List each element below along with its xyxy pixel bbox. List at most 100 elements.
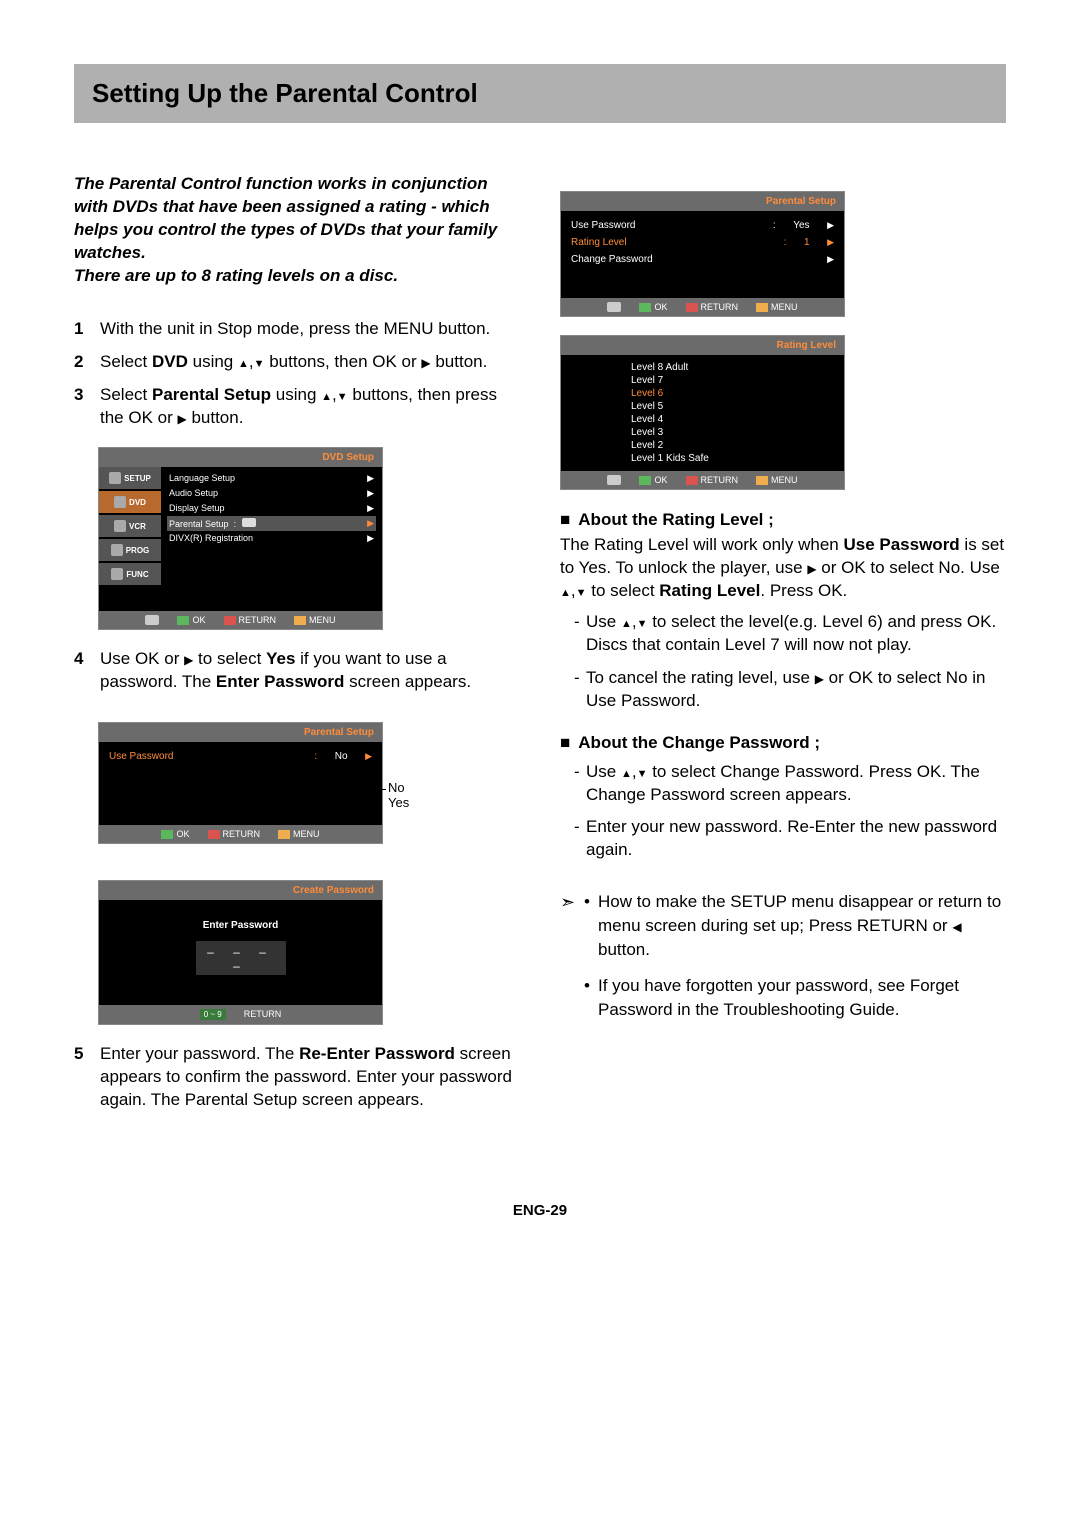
osd-ok-hint: OK — [639, 475, 667, 485]
osd-menu-hint: MENU — [294, 615, 336, 625]
osd-header: Parental Setup — [99, 723, 382, 742]
osd-tab-prog: PROG — [99, 539, 161, 561]
numeric-hint: 0 ~ 9 — [200, 1009, 226, 1020]
intro-line-2: There are up to 8 rating levels on a dis… — [74, 266, 398, 285]
osd-tab-dvd: DVD — [99, 491, 161, 513]
osd-return-hint: RETURN — [686, 475, 739, 485]
right-arrow-icon — [421, 352, 430, 371]
steps-list-continued: 4 Use OK or to select Yes if you want to… — [74, 648, 520, 694]
osd-side-tabs: SETUP DVD VCR PROG FUNC — [99, 467, 161, 611]
step-2: 2 Select DVD using , buttons, then OK or… — [74, 351, 520, 374]
osd-footer: 0 ~ 9 RETURN — [99, 1005, 382, 1024]
rating-level-row: Level 2 — [631, 439, 844, 452]
down-arrow-icon — [254, 352, 265, 371]
step-1: 1 With the unit in Stop mode, press the … — [74, 318, 520, 341]
step-number: 4 — [74, 648, 100, 694]
tip-row: •How to make the SETUP menu disappear or… — [584, 890, 1006, 961]
osd-menu-hint: MENU — [756, 475, 798, 485]
right-arrow-icon — [815, 668, 824, 687]
step-text: Select Parental Setup using , buttons, t… — [100, 384, 520, 430]
osd-menu-hint: MENU — [278, 829, 320, 839]
rating-level-paragraph: The Rating Level will work only when Use… — [560, 534, 1006, 603]
rating-level-row: Level 1 Kids Safe — [631, 452, 844, 465]
osd-tab-setup: SETUP — [99, 467, 161, 489]
remote-icon — [607, 475, 621, 485]
osd-footer: OK RETURN MENU — [561, 298, 844, 316]
tip-row: •If you have forgotten your password, se… — [584, 974, 1006, 1022]
remote-icon — [145, 615, 159, 625]
osd-header: Create Password — [99, 881, 382, 900]
step-number: 1 — [74, 318, 100, 341]
osd-menu-row: Display Setup▶ — [167, 501, 376, 516]
sub-bullet: -Enter your new password. Re-Enter the n… — [574, 816, 1006, 862]
rating-level-row: Level 5 — [631, 400, 844, 413]
step-text: Select DVD using , buttons, then OK or b… — [100, 351, 520, 374]
right-column: Parental Setup Use Password : Yes ▶ Rati… — [560, 173, 1006, 1122]
osd-menu-row: Audio Setup▶ — [167, 486, 376, 501]
osd-header: Rating Level — [561, 336, 844, 355]
osd-ok-hint: OK — [639, 302, 667, 312]
right-arrow-icon — [177, 408, 186, 427]
osd-return-hint: RETURN — [244, 1009, 282, 1020]
osd-ok-hint: OK — [161, 829, 189, 839]
rating-level-row: Level 7 — [631, 374, 844, 387]
up-arrow-icon — [621, 612, 632, 631]
intro-line-1: The Parental Control function works in c… — [74, 174, 497, 262]
osd-dvd-setup: DVD Setup SETUP DVD VCR PROG FUNC Langua… — [98, 447, 383, 630]
right-arrow-icon — [807, 558, 816, 577]
tip-arrow-icon — [560, 890, 584, 1033]
osd-row-selected: Rating Level : 1 ▶ — [571, 234, 834, 251]
step-5: 5 Enter your password. The Re-Enter Pass… — [74, 1043, 520, 1112]
up-arrow-icon — [621, 762, 632, 781]
up-arrow-icon — [321, 385, 332, 404]
page-title: Setting Up the Parental Control — [92, 78, 988, 109]
osd-return-hint: RETURN — [208, 829, 261, 839]
step-text: With the unit in Stop mode, press the ME… — [100, 318, 520, 341]
sub-bullet: -Use , to select the level(e.g. Level 6)… — [574, 611, 1006, 657]
rating-level-row: Level 3 — [631, 426, 844, 439]
osd-footer: OK RETURN MENU — [99, 611, 382, 629]
intro-paragraph: The Parental Control function works in c… — [74, 173, 520, 288]
step-number: 2 — [74, 351, 100, 374]
right-arrow-icon — [184, 649, 193, 668]
sub-bullet: -Use , to select Change Password. Press … — [574, 761, 1006, 807]
steps-list: 1 With the unit in Stop mode, press the … — [74, 318, 520, 430]
step-text: Enter your password. The Re-Enter Passwo… — [100, 1043, 520, 1112]
tips-block: •How to make the SETUP menu disappear or… — [560, 890, 1006, 1033]
osd-parental-no-wrapper: Parental Setup Use Password : No ▶ OK RE… — [98, 722, 383, 844]
step-3: 3 Select Parental Setup using , buttons,… — [74, 384, 520, 430]
osd-menu-row: DIVX(R) Registration▶ — [167, 531, 376, 546]
sub-bullet: -To cancel the rating level, use or OK t… — [574, 667, 1006, 713]
step-text: Use OK or to select Yes if you want to u… — [100, 648, 520, 694]
down-arrow-icon — [576, 581, 587, 600]
page-number: ENG-29 — [74, 1202, 1006, 1219]
remote-icon — [607, 302, 621, 312]
heading-rating-level: About the Rating Level ; — [560, 510, 1006, 530]
osd-row: Use Password : Yes ▶ — [571, 217, 834, 234]
down-arrow-icon — [337, 385, 348, 404]
up-arrow-icon — [238, 352, 249, 371]
password-dashes: – – – – — [196, 941, 286, 975]
osd-ok-hint: OK — [177, 615, 205, 625]
osd-tab-vcr: VCR — [99, 515, 161, 537]
osd-row-use-password: Use Password : No ▶ — [109, 748, 372, 765]
enter-password-label: Enter Password — [99, 920, 382, 931]
down-arrow-icon — [637, 762, 648, 781]
rating-level-row: Level 4 — [631, 413, 844, 426]
osd-rating-level: Rating Level Level 8 Adult Level 7 Level… — [560, 335, 845, 490]
osd-footer: OK RETURN MENU — [561, 471, 844, 489]
osd-tab-func: FUNC — [99, 563, 161, 585]
osd-row: Change Password ▶ — [571, 251, 834, 268]
callout-no-yes: No Yes — [388, 780, 409, 810]
osd-menu-hint: MENU — [756, 302, 798, 312]
osd-parental-setup-no: Parental Setup Use Password : No ▶ OK RE… — [98, 722, 383, 844]
osd-menu-list: Language Setup▶ Audio Setup▶ Display Set… — [161, 467, 382, 611]
osd-parental-setup-yes: Parental Setup Use Password : Yes ▶ Rati… — [560, 191, 845, 317]
osd-create-password: Create Password Enter Password – – – – 0… — [98, 880, 383, 1025]
osd-menu-row: Language Setup▶ — [167, 471, 376, 486]
osd-return-hint: RETURN — [224, 615, 277, 625]
rating-level-row: Level 8 Adult — [631, 361, 844, 374]
title-bar: Setting Up the Parental Control — [74, 64, 1006, 123]
rating-level-row-selected: Level 6 — [631, 387, 844, 400]
left-column: The Parental Control function works in c… — [74, 173, 520, 1122]
